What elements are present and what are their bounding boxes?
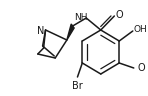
Text: N: N xyxy=(37,26,44,36)
Text: Br: Br xyxy=(72,81,83,91)
Text: O: O xyxy=(138,63,145,73)
Text: O: O xyxy=(115,10,123,20)
Text: OH: OH xyxy=(134,26,147,34)
Polygon shape xyxy=(67,24,74,40)
Text: NH: NH xyxy=(74,12,87,22)
